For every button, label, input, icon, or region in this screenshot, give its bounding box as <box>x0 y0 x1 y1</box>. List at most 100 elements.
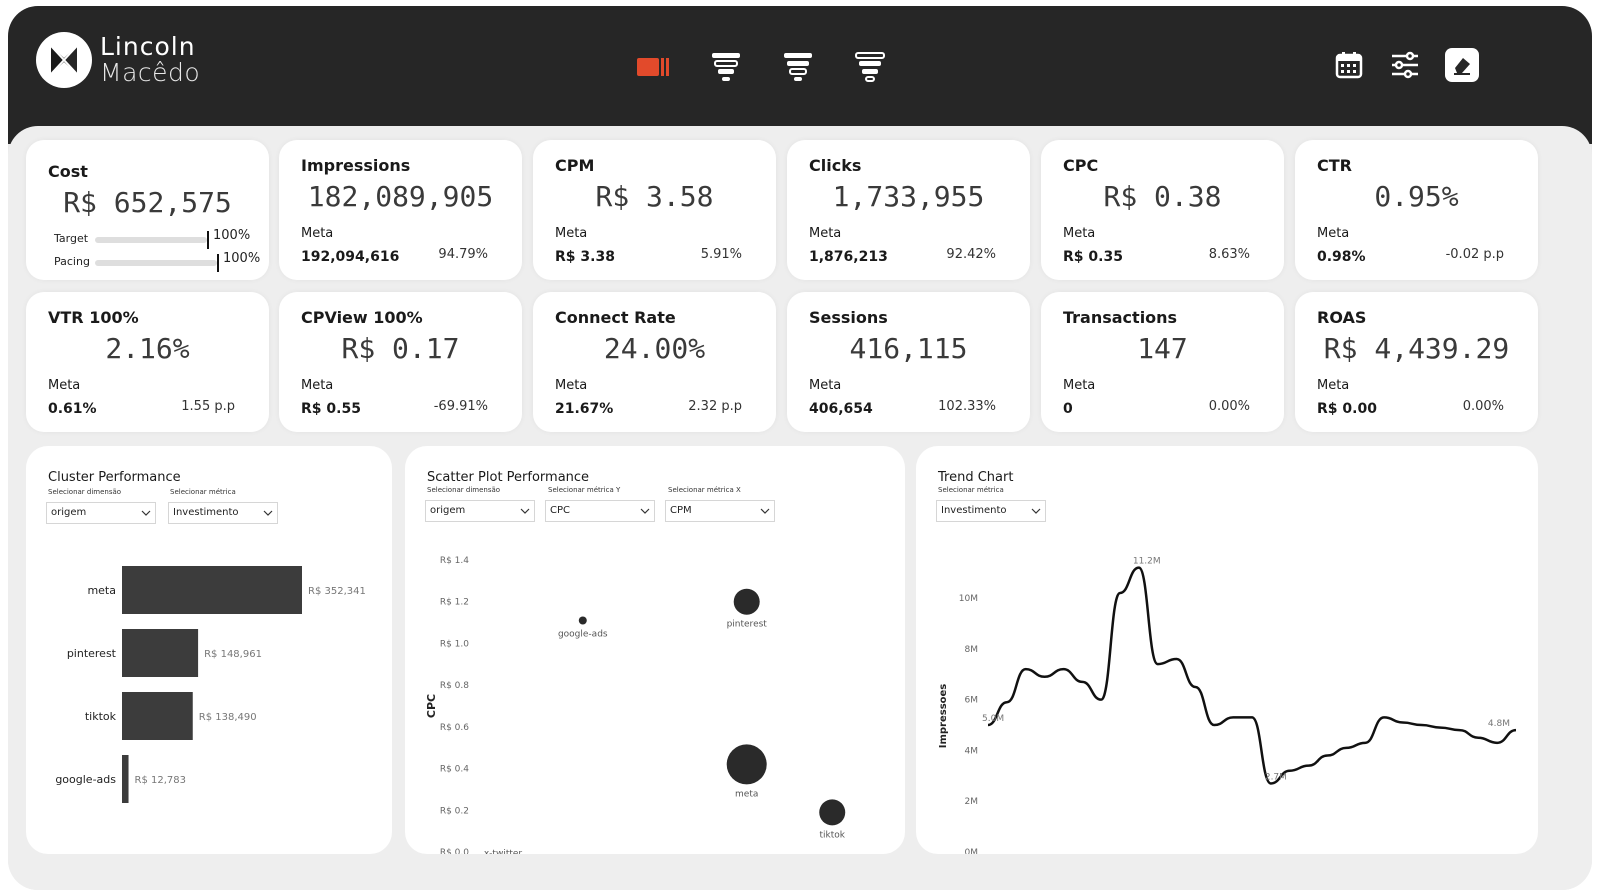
calendar-icon <box>1335 52 1363 79</box>
calendar-button[interactable] <box>1330 46 1368 84</box>
pacing-percent: 100% <box>223 251 261 266</box>
trend-chart-panel: Trend Chart Selecionar métrica Investime… <box>916 446 1538 854</box>
eraser-icon <box>1454 58 1470 75</box>
metric-label: Selecionar métrica <box>170 488 236 496</box>
kpi-value: R$ 3.58 <box>595 180 714 213</box>
y-tick-label: 8M <box>965 645 979 655</box>
point-label: google-ads <box>558 629 608 639</box>
kpi-title: Cost <box>48 162 88 181</box>
kpi-card-impressions[interactable]: Impressions 182,089,905 Meta 192,094,616… <box>279 140 522 280</box>
kpi-delta: 5.91% <box>700 247 742 262</box>
y-tick-label: R$ 1.4 <box>440 556 469 566</box>
nav-page-funnel-2[interactable] <box>778 50 818 84</box>
y-tick-label: 0M <box>965 848 979 854</box>
kpi-card-connect-rate[interactable]: Connect Rate 24.00% Meta 21.67% 2.32 p.p <box>533 292 776 432</box>
kpi-title: CPView 100% <box>301 308 423 327</box>
kpi-meta-label: Meta <box>809 226 842 241</box>
bar-value-label: R$ 148,961 <box>204 649 262 660</box>
y-tick-label: R$ 0.0 <box>440 848 469 854</box>
nav-page-overview[interactable] <box>634 50 674 84</box>
point-pinterest <box>733 588 760 615</box>
bar-google-ads <box>122 755 129 803</box>
kpi-delta: 94.79% <box>438 247 488 262</box>
kpi-title: ROAS <box>1317 308 1367 327</box>
kpi-value: 182,089,905 <box>307 180 494 213</box>
bar-category-label: meta <box>87 584 116 597</box>
kpi-meta-label: Meta <box>1063 378 1096 393</box>
metric-x-select[interactable]: CPM <box>665 500 775 522</box>
y-tick-label: 4M <box>965 746 979 756</box>
bar-category-label: pinterest <box>67 647 117 660</box>
kpi-delta: -69.91% <box>433 399 488 414</box>
kpi-card-roas[interactable]: ROAS R$ 4,439.29 Meta R$ 0.00 0.00% <box>1295 292 1538 432</box>
kpi-card-vtr[interactable]: VTR 100% 2.16% Meta 0.61% 1.55 p.p <box>26 292 269 432</box>
page-bars-icon <box>637 58 669 76</box>
filters-button[interactable] <box>1386 46 1424 84</box>
y-tick-label: 6M <box>965 696 979 706</box>
kpi-card-cpview[interactable]: CPView 100% R$ 0.17 Meta R$ 0.55 -69.91% <box>279 292 522 432</box>
dimension-select[interactable]: origem <box>425 500 535 522</box>
kpi-value: R$ 0.38 <box>1103 180 1222 213</box>
content-area: Cost R$ 652,575 Target 100% Pacing 100% … <box>8 126 1592 890</box>
kpi-meta-value: 0 <box>1063 401 1073 417</box>
dimension-select[interactable]: origem <box>46 502 156 524</box>
data-label: 2.7M <box>1265 772 1287 782</box>
logo-mark-icon <box>36 32 92 88</box>
kpi-delta: 0.00% <box>1208 399 1250 414</box>
chevron-down-icon <box>520 508 530 514</box>
dashboard-frame: Lincoln Macêdo <box>8 6 1592 890</box>
top-bar: Lincoln Macêdo <box>8 6 1592 144</box>
kpi-value: 24.00% <box>603 332 706 365</box>
point-label: meta <box>735 789 758 799</box>
kpi-meta-label: Meta <box>1317 378 1350 393</box>
brand-logo[interactable]: Lincoln Macêdo <box>36 32 200 88</box>
kpi-meta-value: R$ 0.00 <box>1317 401 1377 417</box>
point-meta <box>726 744 767 785</box>
metric-y-label: Selecionar métrica Y <box>548 486 621 494</box>
data-label: 5.0M <box>982 714 1004 724</box>
point-label: pinterest <box>727 620 768 630</box>
select-value: origem <box>430 505 466 516</box>
kpi-meta-label: Meta <box>48 378 81 393</box>
point-tiktok <box>819 799 846 826</box>
kpi-card-sessions[interactable]: Sessions 416,115 Meta 406,654 102.33% <box>787 292 1030 432</box>
kpi-meta-label: Meta <box>301 226 334 241</box>
kpi-card-clicks[interactable]: Clicks 1,733,955 Meta 1,876,213 92.42% <box>787 140 1030 280</box>
point-label: tiktok <box>819 830 845 840</box>
kpi-title: CPM <box>555 156 595 175</box>
nav-page-funnel-3[interactable] <box>850 50 890 84</box>
trend-line <box>987 566 1517 785</box>
kpi-value: R$ 652,575 <box>63 186 232 219</box>
metric-select[interactable]: Investimento <box>936 500 1046 522</box>
kpi-meta-value: 1,876,213 <box>809 249 888 265</box>
kpi-card-transactions[interactable]: Transactions 147 Meta 0 0.00% <box>1041 292 1284 432</box>
scatter-chart: R$ 0.0 R$ 0.2 R$ 0.4 R$ 0.6 R$ 0.8 R$ 1.0 R$ 1… <box>425 556 846 854</box>
kpi-title: CPC <box>1063 156 1099 175</box>
nav-page-funnel-1[interactable] <box>706 50 746 84</box>
funnel-icon <box>855 52 885 82</box>
metric-select[interactable]: Investimento <box>168 502 278 524</box>
kpi-card-cpc[interactable]: CPC R$ 0.38 Meta R$ 0.35 8.63% <box>1041 140 1284 280</box>
point-google-ads <box>578 616 587 625</box>
scatter-performance-panel: Scatter Plot Performance Selecionar dime… <box>405 446 905 854</box>
kpi-delta: -0.02 p.p <box>1445 247 1504 262</box>
clear-filters-button[interactable] <box>1445 48 1479 82</box>
panel-title: Trend Chart <box>938 470 1014 485</box>
bar-tiktok <box>122 692 193 740</box>
kpi-title: Transactions <box>1063 308 1178 327</box>
kpi-value: 0.95% <box>1374 180 1459 213</box>
panel-title: Cluster Performance <box>48 470 181 485</box>
kpi-meta-value: 21.67% <box>555 401 614 417</box>
kpi-card-ctr[interactable]: CTR 0.95% Meta 0.98% -0.02 p.p <box>1295 140 1538 280</box>
kpi-card-cpm[interactable]: CPM R$ 3.58 Meta R$ 3.38 5.91% <box>533 140 776 280</box>
kpi-title: VTR 100% <box>48 308 139 327</box>
kpi-value: 2.16% <box>105 332 190 365</box>
target-marker <box>207 231 209 249</box>
dimension-label: Selecionar dimensão <box>427 486 501 494</box>
y-tick-label: 10M <box>959 594 978 604</box>
y-tick-label: R$ 1.0 <box>440 639 469 649</box>
kpi-card-cost[interactable]: Cost R$ 652,575 Target 100% Pacing 100% <box>26 140 269 280</box>
metric-y-select[interactable]: CPC <box>545 500 655 522</box>
cluster-performance-panel: Cluster Performance Selecionar dimensão … <box>26 446 392 854</box>
funnel-icon <box>712 53 740 81</box>
